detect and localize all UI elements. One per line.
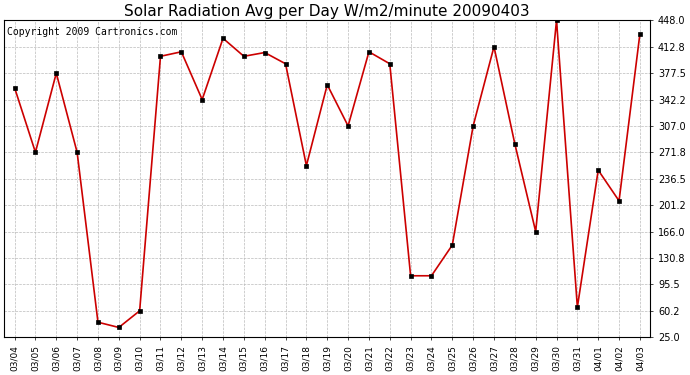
Title: Solar Radiation Avg per Day W/m2/minute 20090403: Solar Radiation Avg per Day W/m2/minute … [124,4,530,19]
Text: Copyright 2009 Cartronics.com: Copyright 2009 Cartronics.com [8,27,178,37]
